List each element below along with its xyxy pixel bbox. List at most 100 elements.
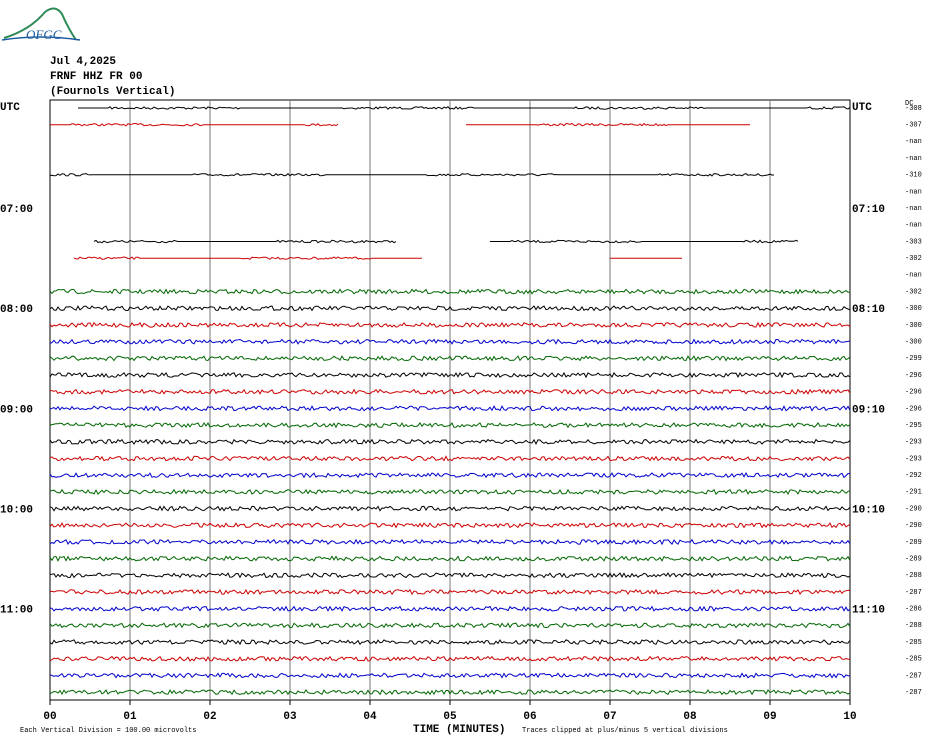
left-time-label: 11:00	[0, 605, 33, 617]
dc-value: -nan	[905, 155, 922, 163]
trace	[49, 488, 851, 496]
trace	[49, 689, 851, 696]
right-time-label: 07:10	[852, 204, 885, 216]
left-time-label: 08:00	[0, 304, 33, 316]
trace	[49, 472, 851, 479]
left-time-label: 07:00	[0, 204, 33, 216]
right-time-label: 08:10	[852, 304, 885, 316]
x-tick-label: 03	[283, 711, 297, 723]
x-axis-title: TIME (MINUTES)	[413, 724, 505, 736]
trace	[490, 239, 799, 244]
trace	[49, 172, 775, 177]
dc-value: -302	[905, 288, 922, 296]
dc-value: -307	[905, 122, 922, 130]
dc-value: -300	[905, 322, 922, 330]
dc-value: -300	[905, 305, 922, 313]
trace	[49, 555, 851, 562]
trace	[49, 405, 851, 412]
logo-curve	[3, 7, 77, 41]
dc-value: -295	[905, 422, 922, 430]
trace	[466, 122, 750, 127]
dc-value: -293	[905, 455, 922, 463]
trace	[49, 455, 851, 462]
trace	[49, 522, 851, 529]
trace	[49, 538, 851, 546]
dc-value: -288	[905, 622, 922, 630]
trace	[49, 355, 851, 362]
trace	[49, 288, 851, 295]
dc-value: -288	[905, 572, 922, 580]
trace	[49, 655, 851, 662]
dc-value: -290	[905, 505, 922, 513]
x-tick-label: 06	[523, 711, 536, 723]
dc-value: -285	[905, 639, 922, 647]
dc-value: -291	[905, 489, 922, 497]
location: (Fournols Vertical)	[50, 86, 175, 98]
dc-value: -303	[905, 238, 922, 246]
dc-value: -302	[905, 255, 922, 263]
date: Jul 4,2025	[50, 56, 116, 68]
dc-value: -287	[905, 689, 922, 697]
trace	[49, 438, 851, 446]
dc-value: -296	[905, 389, 922, 397]
x-tick-label: 09	[763, 711, 776, 723]
dc-value: -nan	[905, 205, 922, 213]
trace	[49, 421, 851, 429]
trace	[49, 672, 851, 679]
right-time-label: 09:10	[852, 404, 885, 416]
logo-text: OFGC	[26, 27, 62, 42]
logo-line	[1, 36, 81, 41]
right-time-label: 11:10	[852, 605, 885, 617]
dc-value: -286	[905, 606, 922, 614]
trace	[49, 605, 851, 612]
trace	[49, 321, 851, 328]
trace	[78, 106, 851, 110]
dc-value: -289	[905, 555, 922, 563]
left-time-label: 10:00	[0, 504, 33, 516]
dc-value: -nan	[905, 222, 922, 230]
trace	[49, 338, 851, 345]
dc-value: -292	[905, 472, 922, 480]
dc-value: -300	[905, 339, 922, 347]
dc-value: -290	[905, 522, 922, 530]
trace	[49, 572, 851, 579]
x-tick-label: 02	[203, 711, 216, 723]
dc-value: -287	[905, 672, 922, 680]
trace	[50, 123, 339, 127]
left-time-label: 09:00	[0, 404, 33, 416]
x-tick-label: 05	[443, 711, 457, 723]
right-time-label: UTC	[852, 102, 872, 114]
x-tick-label: 08	[683, 711, 697, 723]
trace	[93, 239, 397, 244]
trace	[49, 622, 851, 629]
trace	[49, 371, 851, 379]
clip-note: Traces clipped at plus/minus 5 vertical …	[522, 727, 728, 735]
right-time-label: 10:10	[852, 504, 885, 516]
trace	[49, 505, 851, 512]
dc-value: -285	[905, 656, 922, 664]
trace	[49, 388, 851, 395]
dc-value: -310	[905, 172, 922, 180]
trace	[49, 588, 851, 596]
dc-value: -308	[905, 105, 922, 113]
left-time-label: UTC	[0, 102, 20, 114]
x-tick-label: 04	[363, 711, 377, 723]
x-tick-label: 01	[123, 711, 137, 723]
x-tick-label: 00	[43, 711, 56, 723]
logo: OFGC	[1, 7, 81, 42]
dc-value: -289	[905, 539, 922, 547]
dc-value: -287	[905, 589, 922, 597]
x-tick-label: 07	[603, 711, 616, 723]
dc-value: -293	[905, 439, 922, 447]
dc-value: -296	[905, 405, 922, 413]
dc-value: -296	[905, 372, 922, 380]
dc-value: -299	[905, 355, 922, 363]
x-tick-label: 10	[843, 711, 856, 723]
dc-label: DC	[905, 100, 913, 108]
dc-value: -nan	[905, 138, 922, 146]
trace	[49, 639, 851, 646]
trace	[49, 305, 851, 312]
station: FRNF HHZ FR 00	[50, 71, 142, 83]
dc-value: -nan	[905, 188, 922, 196]
